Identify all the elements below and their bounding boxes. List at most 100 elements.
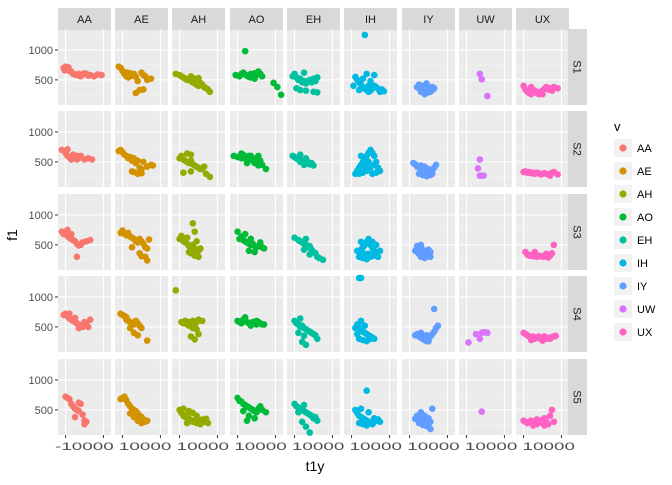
data-point [363, 387, 371, 395]
data-point [64, 226, 71, 234]
x-axis-ticks: -10000 10000 10000 10000 10000 10000 100… [55, 435, 575, 453]
data-point [191, 228, 199, 236]
data-point [539, 90, 546, 98]
strip-label-AA: AA [77, 14, 92, 26]
panel-S4-EH [287, 276, 340, 352]
data-point [423, 331, 430, 339]
legend-swatch-AA [619, 144, 627, 152]
data-point [180, 169, 187, 176]
data-point [251, 248, 258, 256]
data-point [79, 411, 86, 418]
data-point [527, 336, 535, 344]
legend-title: v [614, 119, 621, 134]
data-point [302, 341, 310, 349]
y-tick-label: 1000 [29, 292, 53, 304]
data-point [361, 163, 369, 170]
panel-S4-AO [230, 276, 283, 352]
data-point [149, 162, 157, 169]
data-point [193, 412, 200, 420]
data-point [238, 150, 245, 157]
data-point [365, 82, 372, 90]
legend-label-AE: AE [637, 166, 652, 178]
data-point [425, 337, 432, 345]
data-point [434, 322, 442, 329]
data-point [143, 245, 151, 252]
data-point [75, 324, 83, 332]
data-point [313, 335, 321, 343]
panel-S3-EH [287, 194, 340, 270]
data-point [247, 152, 255, 160]
data-point [143, 257, 151, 264]
strip-label-S1: S1 [571, 60, 583, 73]
data-point [370, 152, 378, 160]
data-point [300, 246, 308, 253]
data-point [178, 232, 185, 240]
data-point [247, 235, 255, 243]
legend-swatch-EH [619, 236, 627, 244]
strip-EH [287, 8, 340, 30]
data-point [476, 70, 484, 78]
data-point [370, 414, 378, 422]
data-point [306, 251, 314, 258]
data-point [195, 253, 202, 261]
data-point [71, 314, 79, 322]
data-point [484, 329, 491, 337]
data-point [66, 310, 73, 318]
data-point [243, 159, 251, 167]
data-point [81, 420, 88, 428]
data-point [253, 317, 260, 325]
data-point [180, 405, 187, 412]
data-point [357, 405, 365, 412]
data-point [529, 422, 537, 429]
data-point [251, 69, 258, 77]
y-tick-label: 1000 [29, 127, 53, 139]
data-point [541, 422, 548, 429]
data-point [198, 165, 206, 173]
data-point [247, 74, 255, 81]
data-point [241, 47, 249, 55]
strip-S5 [568, 359, 587, 435]
strip-AA [58, 8, 111, 30]
legend-swatch-IY [619, 282, 627, 290]
data-point [75, 399, 83, 406]
data-point [298, 418, 306, 426]
y-tick-label: 500 [35, 157, 53, 169]
data-point [61, 66, 68, 74]
data-point [425, 165, 432, 173]
data-point [295, 408, 302, 416]
data-point [300, 332, 308, 340]
data-point [300, 69, 308, 76]
panel-S2-AO [230, 111, 283, 187]
data-point [258, 161, 266, 169]
x-tick-labels: -10000 10000 10000 10000 10000 10000 100… [55, 441, 575, 453]
strip-label-EH: EH [306, 14, 321, 26]
data-point [302, 87, 310, 94]
data-point [172, 287, 180, 294]
y-tick-label: 500 [35, 240, 53, 252]
data-point [476, 335, 484, 343]
data-point [296, 151, 304, 158]
data-point [306, 429, 314, 436]
data-point [474, 165, 482, 172]
data-point [421, 254, 429, 262]
data-point [262, 165, 270, 173]
data-point [73, 253, 81, 261]
data-point [245, 247, 253, 255]
data-point [123, 316, 130, 323]
data-point [310, 162, 317, 169]
data-point [539, 337, 546, 344]
data-point [193, 237, 200, 245]
data-point [465, 339, 472, 346]
legend-label-IH: IH [637, 258, 648, 270]
data-point [88, 156, 96, 163]
data-point [198, 317, 206, 325]
data-point [313, 74, 321, 81]
column-strips: AA AE AH AO EH IH IY UW UX [58, 8, 569, 30]
data-point [204, 419, 212, 427]
data-point [430, 305, 438, 313]
y-tick-label: 1000 [29, 375, 53, 387]
data-point [138, 169, 145, 177]
data-point [126, 324, 134, 332]
data-point [357, 152, 365, 160]
legend-label-EH: EH [637, 235, 652, 247]
